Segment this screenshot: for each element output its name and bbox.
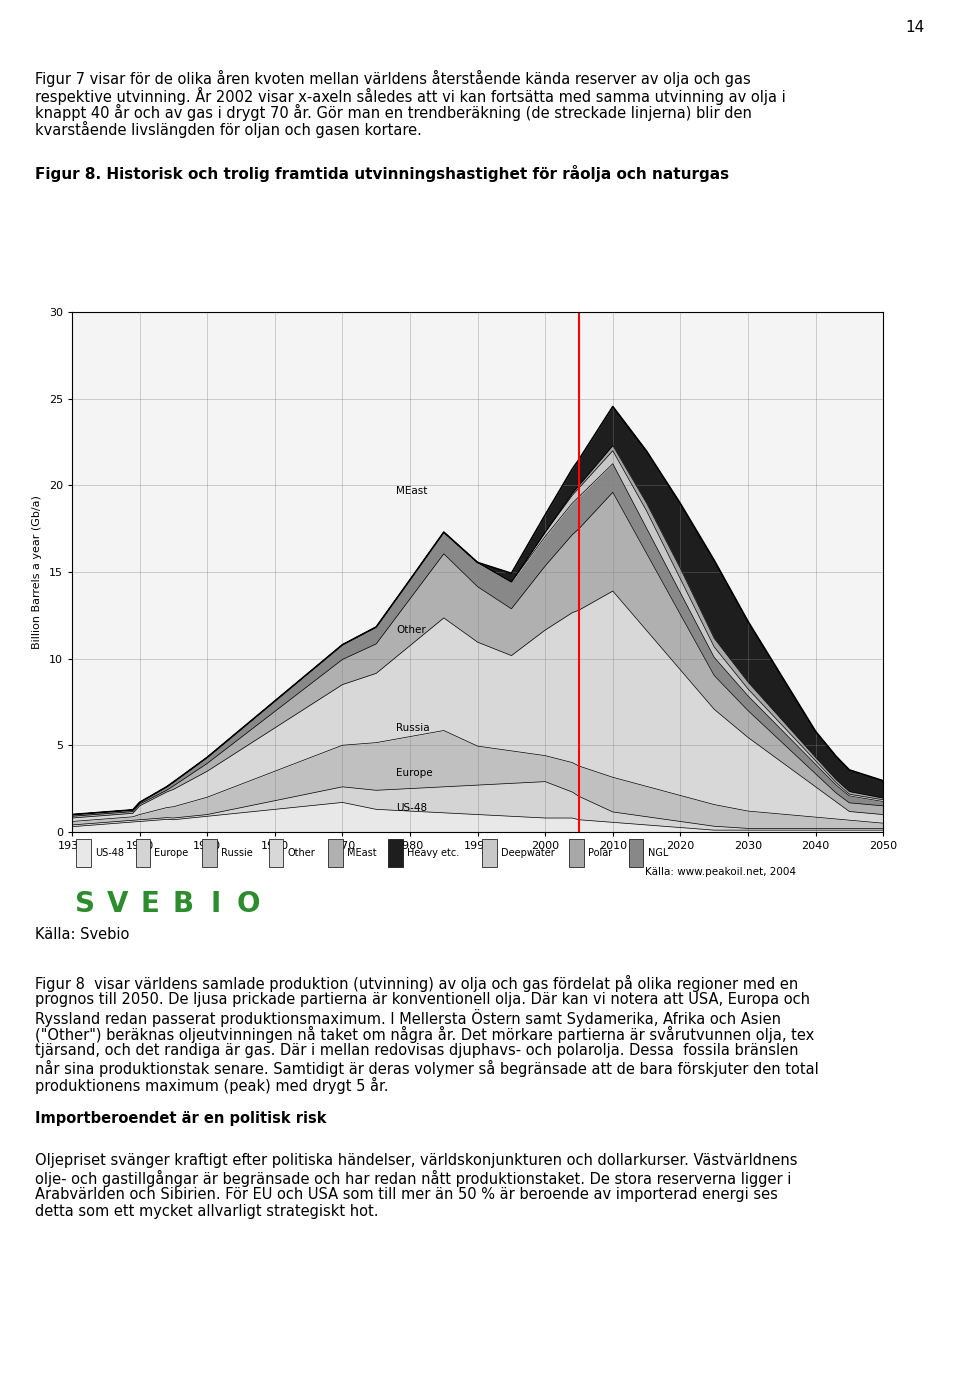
Text: B: B <box>172 890 194 918</box>
Text: NGL: NGL <box>648 848 668 858</box>
Text: kvarstående livslängden för oljan och gasen kortare.: kvarstående livslängden för oljan och ga… <box>35 121 421 138</box>
Text: Importberoendet är en politisk risk: Importberoendet är en politisk risk <box>35 1111 326 1126</box>
Text: Ryssland redan passerat produktionsmaximum. I Mellersta Östern samt Sydamerika, : Ryssland redan passerat produktionsmaxim… <box>35 1009 781 1027</box>
Text: når sina produktionstak senare. Samtidigt är deras volymer så begränsade att de : når sina produktionstak senare. Samtidig… <box>35 1060 819 1077</box>
Text: tjärsand, och det randiga är gas. Där i mellan redovisas djuphavs- och polarolja: tjärsand, och det randiga är gas. Där i … <box>35 1044 799 1057</box>
Text: O: O <box>236 890 260 918</box>
Text: I: I <box>210 890 221 918</box>
FancyBboxPatch shape <box>629 839 643 868</box>
Text: produktionens maximum (peak) med drygt 5 år.: produktionens maximum (peak) med drygt 5… <box>35 1077 389 1094</box>
Text: Polar: Polar <box>588 848 612 858</box>
Text: Other: Other <box>396 624 426 635</box>
FancyBboxPatch shape <box>388 839 402 868</box>
Text: Figur 8  visar världens samlade produktion (utvinning) av olja och gas fördelat : Figur 8 visar världens samlade produktio… <box>35 975 799 991</box>
FancyBboxPatch shape <box>135 839 151 868</box>
Text: Russia: Russia <box>396 723 430 733</box>
Text: Deepwater: Deepwater <box>501 848 555 858</box>
Text: prognos till 2050. De ljusa prickade partierna är konventionell olja. Där kan vi: prognos till 2050. De ljusa prickade par… <box>35 991 810 1006</box>
Text: Oljepriset svänger kraftigt efter politiska händelser, världskonjunkturen och do: Oljepriset svänger kraftigt efter politi… <box>35 1154 798 1167</box>
Text: Figur 7 visar för de olika åren kvoten mellan världens återstående kända reserve: Figur 7 visar för de olika åren kvoten m… <box>35 70 751 87</box>
Y-axis label: Billion Barrels a year (Gb/a): Billion Barrels a year (Gb/a) <box>32 495 42 649</box>
FancyBboxPatch shape <box>203 839 217 868</box>
Text: detta som ett mycket allvarligt strategiskt hot.: detta som ett mycket allvarligt strategi… <box>35 1204 378 1220</box>
FancyBboxPatch shape <box>76 839 90 868</box>
FancyBboxPatch shape <box>569 839 584 868</box>
Text: Heavy etc.: Heavy etc. <box>407 848 459 858</box>
Text: E: E <box>141 890 159 918</box>
Text: MEast: MEast <box>396 485 428 496</box>
Text: knappt 40 år och av gas i drygt 70 år. Gör man en trendberäkning (de streckade l: knappt 40 år och av gas i drygt 70 år. G… <box>35 104 752 121</box>
Text: Källa: www.peakoil.net, 2004: Källa: www.peakoil.net, 2004 <box>645 868 796 877</box>
Text: Russie: Russie <box>221 848 252 858</box>
Text: US-48: US-48 <box>95 848 124 858</box>
FancyBboxPatch shape <box>482 839 496 868</box>
Text: Europe: Europe <box>396 769 433 778</box>
Text: olje- och gastillgångar är begränsade och har redan nått produktionstaket. De st: olje- och gastillgångar är begränsade oc… <box>35 1170 791 1187</box>
FancyBboxPatch shape <box>269 839 283 868</box>
Text: US-48: US-48 <box>396 803 427 813</box>
Text: Europe: Europe <box>155 848 188 858</box>
Text: Arabvärlden och Sibirien. För EU och USA som till mer än 50 % är beroende av imp: Arabvärlden och Sibirien. För EU och USA… <box>35 1187 778 1202</box>
Text: V: V <box>107 890 128 918</box>
Text: Källa: Svebio: Källa: Svebio <box>35 927 130 942</box>
Text: S: S <box>75 890 95 918</box>
Text: 14: 14 <box>905 21 925 34</box>
Text: respektive utvinning. År 2002 visar x-axeln således att vi kan fortsätta med sam: respektive utvinning. År 2002 visar x-ax… <box>35 87 785 104</box>
Text: Figur 8. Historisk och trolig framtida utvinningshastighet för råolja och naturg: Figur 8. Historisk och trolig framtida u… <box>35 165 730 182</box>
Text: Other: Other <box>287 848 315 858</box>
FancyBboxPatch shape <box>328 839 343 868</box>
Text: MEast: MEast <box>347 848 376 858</box>
Text: ("Other") beräknas oljeutvinningen nå taket om några år. Det mörkare partierna ä: ("Other") beräknas oljeutvinningen nå ta… <box>35 1026 814 1044</box>
